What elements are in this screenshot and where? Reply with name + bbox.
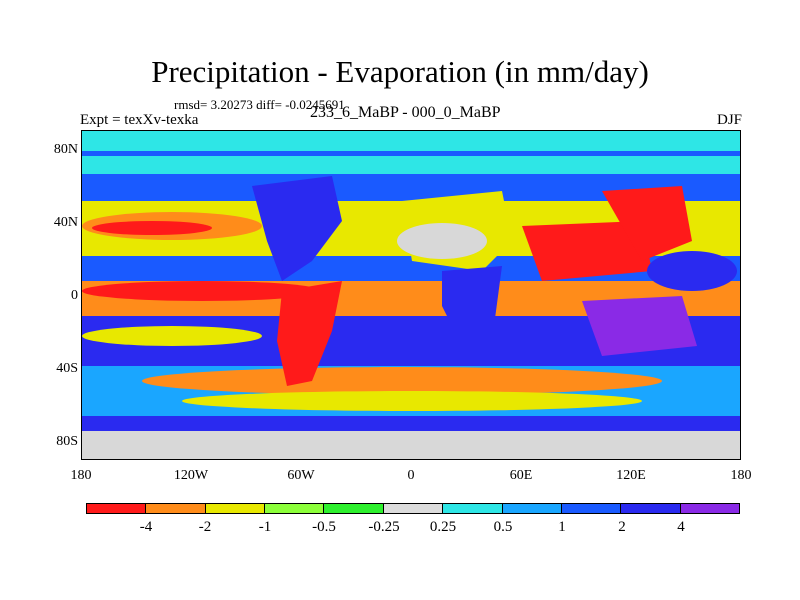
y-tick-label: 40S: [56, 361, 78, 376]
colorbar-swatch: [502, 504, 562, 513]
colorbar-swatch: [443, 504, 503, 513]
x-tick-label: 180: [70, 468, 92, 483]
stats-line: rmsd= 3.20273 diff= -0.0245691: [174, 97, 345, 112]
y-tick-label: 80N: [53, 142, 78, 157]
field-band: [82, 431, 740, 459]
colorbar-swatch: [324, 504, 384, 513]
colorbar-swatch: [87, 504, 147, 513]
colorbar-swatch: [680, 504, 739, 513]
y-tick-label: 80S: [56, 434, 78, 449]
x-tick-label: 60W: [287, 468, 315, 483]
world-map-field: [82, 131, 740, 459]
x-tick-label: 0: [407, 468, 415, 483]
field-blob: [182, 391, 642, 411]
y-tick-label: 0: [71, 288, 78, 303]
colorbar-label: 0.5: [493, 519, 513, 535]
map-panel: [81, 130, 741, 460]
field-band: [82, 131, 740, 151]
field-blob: [92, 221, 212, 235]
period-label: 233_6_MaBP - 000_0_MaBP: [310, 104, 501, 121]
x-tick-label: 120W: [173, 468, 209, 483]
colorbar-label: 4: [677, 519, 685, 535]
season-label: DJF: [716, 112, 742, 128]
experiment-label: Expt = texXv-texka: [80, 112, 199, 128]
colorbar-label: 2: [618, 519, 626, 535]
colorbar-label: -0.5: [312, 519, 336, 535]
colorbar-label: -2: [198, 519, 212, 535]
colorbar-label: 1: [558, 519, 566, 535]
colorbar-swatch: [561, 504, 622, 513]
field-blob: [442, 266, 502, 346]
field-blob: [522, 221, 652, 281]
field-blob: [82, 281, 322, 301]
field-blob: [252, 176, 342, 281]
colorbar-swatch: [621, 504, 681, 513]
y-tick-label: 40N: [53, 215, 78, 230]
colorbar-label: -1: [258, 519, 272, 535]
colorbar: [86, 503, 740, 514]
colorbar-label: -0.25: [368, 519, 400, 535]
colorbar-swatch: [383, 504, 444, 513]
field-blob: [82, 326, 262, 346]
field-blob: [397, 223, 487, 259]
x-tick-label: 180: [730, 468, 752, 483]
field-blob: [142, 367, 662, 395]
x-tick-label: 120E: [616, 468, 646, 483]
colorbar-label: 0.25: [429, 519, 457, 535]
field-blob: [647, 251, 737, 291]
colorbar-swatch: [205, 504, 266, 513]
field-blob: [582, 296, 697, 356]
colorbar-label: -4: [139, 519, 153, 535]
x-tick-label: 60E: [509, 468, 533, 483]
colorbar-swatch: [146, 504, 206, 513]
field-blob: [277, 281, 342, 386]
field-blob: [602, 186, 692, 261]
plot-title: Precipitation - Evaporation (in mm/day): [151, 54, 649, 89]
field-band: [82, 156, 740, 174]
colorbar-swatch: [265, 504, 325, 513]
